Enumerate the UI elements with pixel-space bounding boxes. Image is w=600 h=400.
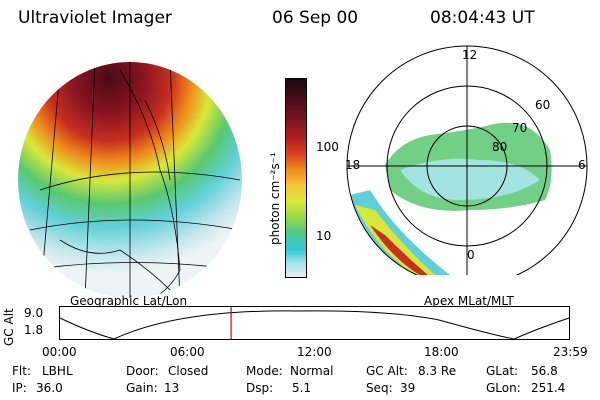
status-gcalt-value: 8.3 Re bbox=[418, 364, 457, 378]
status-ip-value: 36.0 bbox=[36, 381, 63, 395]
status-seq-value: 39 bbox=[400, 381, 416, 395]
status-glon-key: GLon: bbox=[486, 381, 521, 395]
status-glon-value: 251.4 bbox=[531, 381, 566, 395]
status-door-value: Closed bbox=[168, 364, 209, 378]
status-dsp-value: 5.1 bbox=[292, 381, 312, 395]
timeline-ytick-1-8: 1.8 bbox=[24, 323, 44, 337]
status-glat-value: 56.8 bbox=[531, 364, 558, 378]
status-flt-key: Flt: bbox=[12, 364, 31, 378]
status-gain-value: 13 bbox=[164, 381, 180, 395]
status-glat-key: GLat: bbox=[486, 364, 519, 378]
status-flt-value: LBHL bbox=[42, 364, 73, 378]
colorbar-unit-label: photon cm⁻²s⁻¹ bbox=[268, 152, 282, 245]
timeline-xtick-1800: 18:00 bbox=[424, 345, 459, 359]
right-panel-label: Apex MLat/MLT bbox=[424, 294, 514, 308]
lat-label-60: 60 bbox=[535, 98, 551, 112]
timeline-xtick-2359: 23:59 bbox=[553, 345, 588, 359]
status-gain-key: Gain: bbox=[126, 381, 158, 395]
polar-grid bbox=[346, 45, 588, 275]
time-label: 08:04:43 UT bbox=[430, 8, 535, 28]
timeline-xtick-0600: 06:00 bbox=[170, 345, 205, 359]
altitude-timeline bbox=[59, 306, 570, 340]
lat-label-80: 80 bbox=[492, 140, 508, 154]
geographic-auroral-image bbox=[18, 62, 242, 298]
timeline-axis-label: GC Alt bbox=[2, 308, 16, 346]
timeline-ytick-9: 9.0 bbox=[24, 306, 44, 320]
status-mode-key: Mode: bbox=[246, 364, 283, 378]
status-gcalt-key: GC Alt: bbox=[366, 364, 408, 378]
lat-label-70: 70 bbox=[512, 121, 528, 135]
timeline-xtick-1200: 12:00 bbox=[297, 345, 332, 359]
mlt-label-12: 12 bbox=[462, 48, 478, 62]
timeline-xtick-0000: 00:00 bbox=[42, 345, 77, 359]
status-door-key: Door: bbox=[126, 364, 159, 378]
status-seq-key: Seq: bbox=[366, 381, 393, 395]
status-ip-key: IP: bbox=[12, 381, 27, 395]
colorbar-tick-100: 100 bbox=[316, 140, 339, 154]
status-dsp-key: Dsp: bbox=[246, 381, 274, 395]
intensity-colorbar bbox=[285, 78, 307, 278]
left-panel-label: Geographic Lat/Lon bbox=[70, 294, 188, 308]
instrument-title: Ultraviolet Imager bbox=[18, 8, 172, 28]
mlt-label-18: 18 bbox=[345, 158, 361, 172]
date-label: 06 Sep 00 bbox=[272, 8, 359, 28]
status-mode-value: Normal bbox=[290, 364, 334, 378]
mlt-label-0: 0 bbox=[467, 248, 475, 262]
apex-polar-plot bbox=[346, 45, 588, 275]
colorbar-tick-10: 10 bbox=[316, 229, 332, 243]
mlt-label-6: 6 bbox=[578, 158, 586, 172]
